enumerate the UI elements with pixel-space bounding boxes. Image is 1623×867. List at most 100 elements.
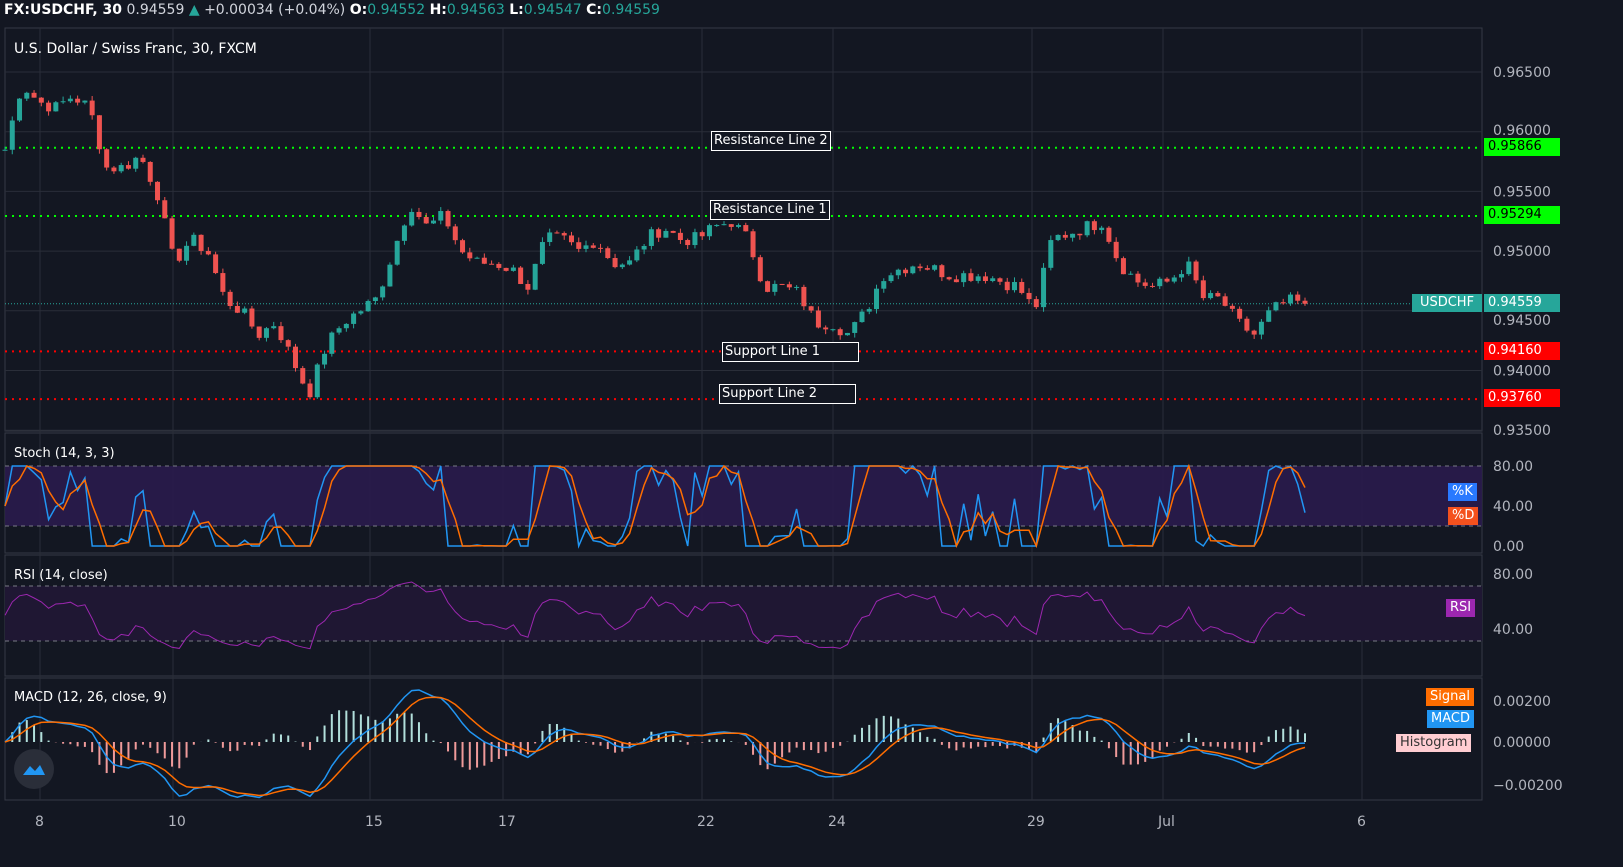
resistance-line-1-label[interactable]: Resistance Line 1 [710,200,830,220]
candle-body [365,301,371,312]
candle-body [801,286,807,307]
candle [423,212,429,224]
candle-body [155,181,161,201]
macd-histogram-bar [1057,718,1060,742]
candle [438,207,444,225]
candle [1062,231,1068,241]
macd-histogram-bar [76,742,79,747]
candle-body [351,313,357,324]
candle [1077,233,1083,240]
macd-histogram-bar [585,742,588,743]
candle [293,343,299,372]
candle [285,339,291,351]
candle [583,240,589,253]
macd-histogram-bar [911,727,914,742]
candle [322,350,328,369]
macd-histogram-bar [1224,742,1227,749]
tradingview-logo-icon[interactable] [14,749,54,789]
candle [852,321,858,338]
candle-body [9,120,15,150]
candle [336,326,342,335]
candle-body [823,327,829,330]
candle [329,331,335,357]
stoch-tick-label: 40.00 [1493,499,1533,515]
candle [111,166,117,174]
candle [808,305,814,313]
macd-histogram-bar [890,716,893,742]
candle [2,146,8,151]
macd-histogram-bar [628,742,631,749]
candle-body [503,267,509,271]
macd-histogram-bar [149,742,152,748]
resistance-line-2-label[interactable]: Resistance Line 2 [711,131,831,151]
candle [685,238,691,250]
macd-histogram-bar [839,742,842,746]
macd-histogram-bar [730,741,733,742]
rsi-band [5,586,1482,641]
macd-histogram-bar [1260,742,1263,746]
candle [815,306,821,329]
candle [1287,292,1293,306]
candle [728,224,734,231]
candle-body [213,254,219,274]
candle-body [583,245,589,249]
candle [184,241,190,265]
macd-histogram-bar [643,738,646,742]
candle [1244,316,1250,333]
candle [474,256,480,259]
candle [932,264,938,272]
support-line-1-label[interactable]: Support Line 1 [722,342,859,362]
candle-body [736,225,742,227]
candle-body [953,279,959,283]
candle [249,305,255,329]
candle-body [648,229,654,246]
macd-histogram-bar [374,719,377,742]
macd-histogram-bar [657,733,660,742]
candle-body [416,211,422,218]
candle-body [1011,282,1017,291]
pane-border-3 [4,677,1483,801]
macd-tick-label: −0.00200 [1493,778,1563,794]
candle [1222,293,1228,307]
support-line-2-label[interactable]: Support Line 2 [719,384,856,404]
candle [881,278,887,293]
candle-body [1106,227,1112,242]
candle-body [31,92,37,98]
symbol[interactable]: FX:USDCHF, 30 [4,2,123,18]
candle-body [1186,261,1192,275]
price-tick-label: 0.95000 [1493,244,1551,260]
candle [518,265,524,285]
macd-histogram-bar [91,742,94,753]
candle-body [656,229,662,238]
candle [489,260,495,265]
candle [859,308,865,323]
candle [634,246,640,263]
candle-body [2,149,8,151]
macd-histogram-bar [933,738,936,742]
candle-body [590,245,596,248]
candle [1208,290,1214,300]
candle-body [685,240,691,246]
candle-body [17,98,23,121]
k-legend-tag: %K [1448,483,1477,501]
candle-body [1295,294,1301,301]
macd-histogram-bar [185,742,188,758]
candle-body [1157,278,1163,287]
candle-body [53,102,59,112]
macd-histogram-bar [991,742,994,746]
candle-body [1200,280,1206,299]
candle [205,247,211,256]
candle [53,101,59,112]
candle-body [430,220,436,224]
candle-body [714,225,720,227]
candle-body [786,284,792,288]
macd-histogram-bar [606,742,609,750]
candle-body [1237,308,1243,319]
candle [1011,277,1017,293]
candle-body [387,264,393,287]
candle [736,223,742,229]
macd-histogram-bar [795,742,798,748]
candle-body [968,273,974,281]
open-value: 0.94552 [367,2,426,18]
